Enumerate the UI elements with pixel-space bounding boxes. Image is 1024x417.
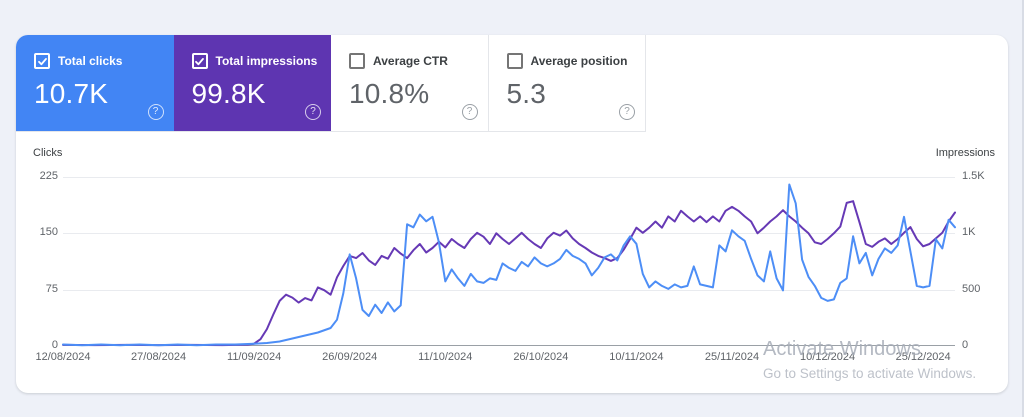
right-axis-tick-label: 0 <box>962 339 969 351</box>
card-label: Total clicks <box>58 54 123 68</box>
average-position-checkbox[interactable] <box>506 53 523 69</box>
metric-cards-row: Total clicks 10.7K ? Total impressions 9… <box>16 35 646 132</box>
x-axis-baseline <box>63 345 955 346</box>
left-axis-tick-label: 150 <box>39 226 58 239</box>
x-axis-date-label: 25/12/2024 <box>895 351 951 363</box>
total-impressions-checkbox[interactable] <box>191 53 208 69</box>
performance-chart[interactable] <box>62 177 956 347</box>
series-line-total-impressions <box>62 200 956 347</box>
help-icon[interactable]: ? <box>305 104 321 120</box>
left-axis-tick-label: 75 <box>45 282 58 295</box>
help-icon[interactable]: ? <box>461 104 478 120</box>
left-axis-tick-label: 0 <box>51 339 58 351</box>
card-total-impressions[interactable]: Total impressions 99.8K ? <box>173 35 331 131</box>
help-icon[interactable]: ? <box>619 104 635 120</box>
total-clicks-checkbox[interactable] <box>34 53 50 69</box>
right-axis-title: Impressions <box>935 147 995 159</box>
right-axis-tick-label: 500 <box>962 282 981 295</box>
gridline <box>63 289 955 291</box>
average-ctr-checkbox[interactable] <box>349 53 365 69</box>
left-axis-tick-label: 225 <box>39 170 58 182</box>
card-label: Total impressions <box>215 54 318 68</box>
card-label: Average CTR <box>373 54 448 68</box>
x-axis-date-label: 10/12/2024 <box>800 351 856 363</box>
x-axis-date-label: 10/11/2024 <box>609 351 664 363</box>
right-axis-tick-label: 1.5K <box>962 170 985 182</box>
card-average-position[interactable]: Average position 5.3 ? <box>488 35 646 131</box>
card-label: Average position <box>530 54 628 68</box>
checkmark-icon <box>195 57 204 65</box>
total-clicks-value: 10.7K <box>34 78 109 109</box>
series-line-total-clicks <box>62 183 956 347</box>
x-axis-date-label: 12/08/2024 <box>35 351 91 363</box>
card-average-ctr[interactable]: Average CTR 10.8% ? <box>331 35 489 131</box>
total-impressions-value: 99.8K <box>191 78 266 109</box>
gridline <box>63 177 955 178</box>
help-icon[interactable]: ? <box>147 104 164 120</box>
card-total-clicks[interactable]: Total clicks 10.7K ? <box>16 35 174 131</box>
x-axis-date-label: 26/09/2024 <box>322 351 378 363</box>
average-position-value: 5.3 <box>506 78 547 109</box>
x-axis-date-label: 25/11/2024 <box>704 351 760 363</box>
x-axis-date-label: 11/10/2024 <box>418 351 473 363</box>
x-axis-date-label: 27/08/2024 <box>131 351 187 363</box>
gridline <box>63 233 955 235</box>
average-ctr-value: 10.8% <box>349 78 430 109</box>
checkmark-icon <box>37 57 47 65</box>
left-axis-title: Clicks <box>33 147 63 159</box>
x-axis-date-label: 26/10/2024 <box>513 351 569 363</box>
x-axis-date-label: 11/09/2024 <box>227 351 282 363</box>
performance-panel: Total clicks 10.7K ? Total impressions 9… <box>16 35 1008 393</box>
right-axis-tick-label: 1K <box>962 226 976 239</box>
